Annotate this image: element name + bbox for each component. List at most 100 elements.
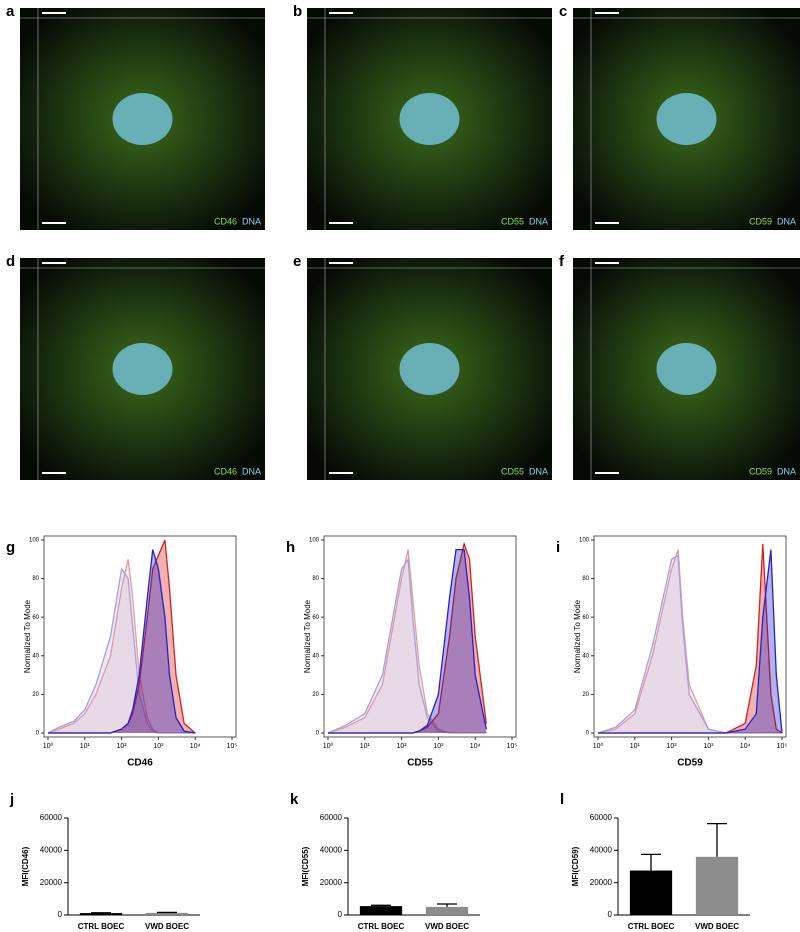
y-tick-label: 40 — [312, 653, 319, 659]
x-tick-label: VWD BOEC — [695, 922, 739, 931]
plot-frame — [323, 535, 517, 738]
y-tick-label: 20 — [312, 692, 319, 698]
panel-letter: c — [559, 3, 567, 20]
panel-letter: e — [293, 253, 301, 270]
panel-letter: d — [6, 253, 15, 270]
y-axis-label: MFI(CD59) — [571, 846, 580, 886]
y-tick-label: 20000 — [320, 878, 343, 887]
marker-label: CD55 — [501, 216, 524, 226]
x-tick-label: 10³ — [153, 743, 164, 750]
y-tick-label: 100 — [579, 538, 590, 544]
scale-bar — [595, 222, 619, 224]
x-tick-label: 10⁰ — [323, 742, 334, 750]
histogram-fill — [48, 549, 196, 733]
panel-letter: j — [9, 791, 14, 808]
y-axis-label: MFI(CD46) — [21, 846, 30, 886]
panel-letter: f — [559, 253, 565, 270]
histogram-fill — [598, 549, 782, 733]
y-tick-label: 60 — [312, 615, 319, 621]
x-tick-label: 10⁵ — [777, 743, 788, 750]
bar — [359, 906, 403, 915]
panel-letter: b — [293, 3, 302, 20]
scale-bar — [595, 12, 619, 14]
x-axis-label: CD59 — [677, 758, 703, 769]
y-tick-label: 80 — [32, 576, 39, 582]
histogram-fill — [598, 555, 782, 733]
error-bar — [437, 903, 457, 907]
scale-bar — [329, 222, 353, 224]
marker-label: CD59 — [749, 466, 772, 476]
x-tick-label: 10¹ — [630, 743, 641, 750]
scale-bar — [42, 222, 66, 224]
stain-label: DNA — [242, 216, 261, 226]
y-tick-label: 40 — [32, 653, 39, 659]
y-tick-label: 0 — [338, 910, 343, 919]
y-tick-label: 60 — [582, 615, 589, 621]
scale-bar — [595, 472, 619, 474]
x-tick-label: VWD BOEC — [145, 922, 189, 931]
scale-bar — [42, 472, 66, 474]
plot-frame — [593, 535, 787, 738]
y-tick-label: 0 — [36, 731, 40, 737]
y-tick-label: 100 — [309, 538, 320, 544]
stain-label: DNA — [529, 216, 548, 226]
y-tick-label: 80 — [312, 576, 319, 582]
nucleus — [399, 93, 460, 145]
panel-letter: g — [6, 539, 15, 556]
marker-label: CD55 — [501, 466, 524, 476]
x-tick-label: 10⁵ — [227, 743, 238, 750]
nucleus — [112, 343, 173, 395]
x-tick-label: 10³ — [703, 743, 714, 750]
histogram-fill — [598, 549, 782, 733]
bar — [145, 912, 189, 915]
histogram-fill — [328, 549, 487, 733]
panel-letter: i — [556, 539, 560, 556]
y-tick-label: 0 — [608, 910, 613, 919]
y-tick-label: 60000 — [590, 813, 613, 822]
x-tick-label: 10⁴ — [470, 743, 481, 750]
histogram-fill — [48, 540, 196, 733]
y-tick-label: 20 — [582, 692, 589, 698]
nucleus — [656, 93, 717, 145]
error-bar — [707, 823, 727, 857]
y-axis-label: Normalized To Mode — [23, 599, 32, 673]
bar — [629, 870, 673, 915]
x-tick-label: CTRL BOEC — [78, 922, 125, 931]
y-tick-label: 0 — [586, 731, 590, 737]
histogram-fill — [48, 569, 196, 733]
stain-label: DNA — [242, 466, 261, 476]
y-tick-label: 0 — [316, 731, 320, 737]
y-tick-label: 0 — [58, 910, 63, 919]
y-tick-label: 100 — [29, 538, 40, 544]
marker-label: CD59 — [749, 216, 772, 226]
x-axis-label: CD55 — [407, 758, 433, 769]
x-tick-label: 10¹ — [80, 743, 91, 750]
histogram-fill — [328, 559, 487, 733]
panel-letter: k — [290, 791, 299, 808]
stain-label: DNA — [529, 466, 548, 476]
y-tick-label: 20 — [32, 692, 39, 698]
stain-label: DNA — [777, 466, 796, 476]
bar — [695, 856, 739, 915]
scale-bar — [329, 262, 353, 264]
panel-letter: l — [560, 791, 564, 808]
x-tick-label: 10² — [397, 743, 408, 750]
x-tick-label: 10² — [667, 743, 678, 750]
nucleus — [112, 93, 173, 145]
panel-letter: h — [286, 539, 295, 556]
y-tick-label: 60 — [32, 615, 39, 621]
y-axis-label: MFI(CD55) — [301, 846, 310, 886]
y-tick-label: 60000 — [40, 813, 63, 822]
x-tick-label: 10⁵ — [507, 743, 518, 750]
y-tick-label: 40000 — [590, 845, 613, 854]
marker-label: CD46 — [214, 466, 237, 476]
histogram-line — [327, 557, 487, 734]
scale-bar — [42, 262, 66, 264]
x-tick-label: 10² — [117, 743, 128, 750]
stain-label: DNA — [777, 216, 796, 226]
y-tick-label: 20000 — [40, 878, 63, 887]
histogram-fill — [328, 543, 487, 733]
y-tick-label: 40000 — [320, 845, 343, 854]
marker-label: CD46 — [214, 216, 237, 226]
